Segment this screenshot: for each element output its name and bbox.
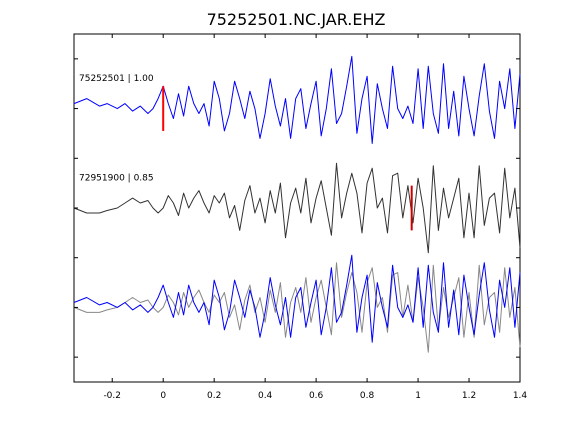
plot-area	[73, 33, 521, 383]
x-tick-label: 0	[160, 391, 166, 401]
x-tick-label: 0.2	[207, 391, 221, 401]
x-tick-label: 0.4	[258, 391, 273, 401]
chart-title: 75252501.NC.JAR.EHZ	[207, 10, 386, 29]
trace-1	[73, 55, 521, 144]
x-tick-label: 1	[415, 391, 421, 401]
y-axis-ticks	[74, 58, 520, 358]
trace-labels: 75252501 | 1.00 72951900 | 0.85	[79, 74, 154, 183]
trace-label-2: 72951900 | 0.85	[79, 174, 154, 184]
x-tick-label: 0.6	[309, 391, 324, 401]
trace-group	[73, 55, 521, 353]
trace-label-1: 75252501 | 1.00	[79, 74, 154, 84]
trace-2	[73, 162, 521, 254]
x-tick-label: 1.2	[462, 391, 476, 401]
stack-trace-2	[73, 254, 521, 343]
x-tick-label: 1.4	[513, 391, 528, 401]
x-axis: -0.2 0 0.2 0.4 0.6 0.8 1 1.2 1.4	[103, 34, 527, 401]
x-tick-label: 0.8	[360, 391, 375, 401]
x-tick-label: -0.2	[103, 391, 121, 401]
